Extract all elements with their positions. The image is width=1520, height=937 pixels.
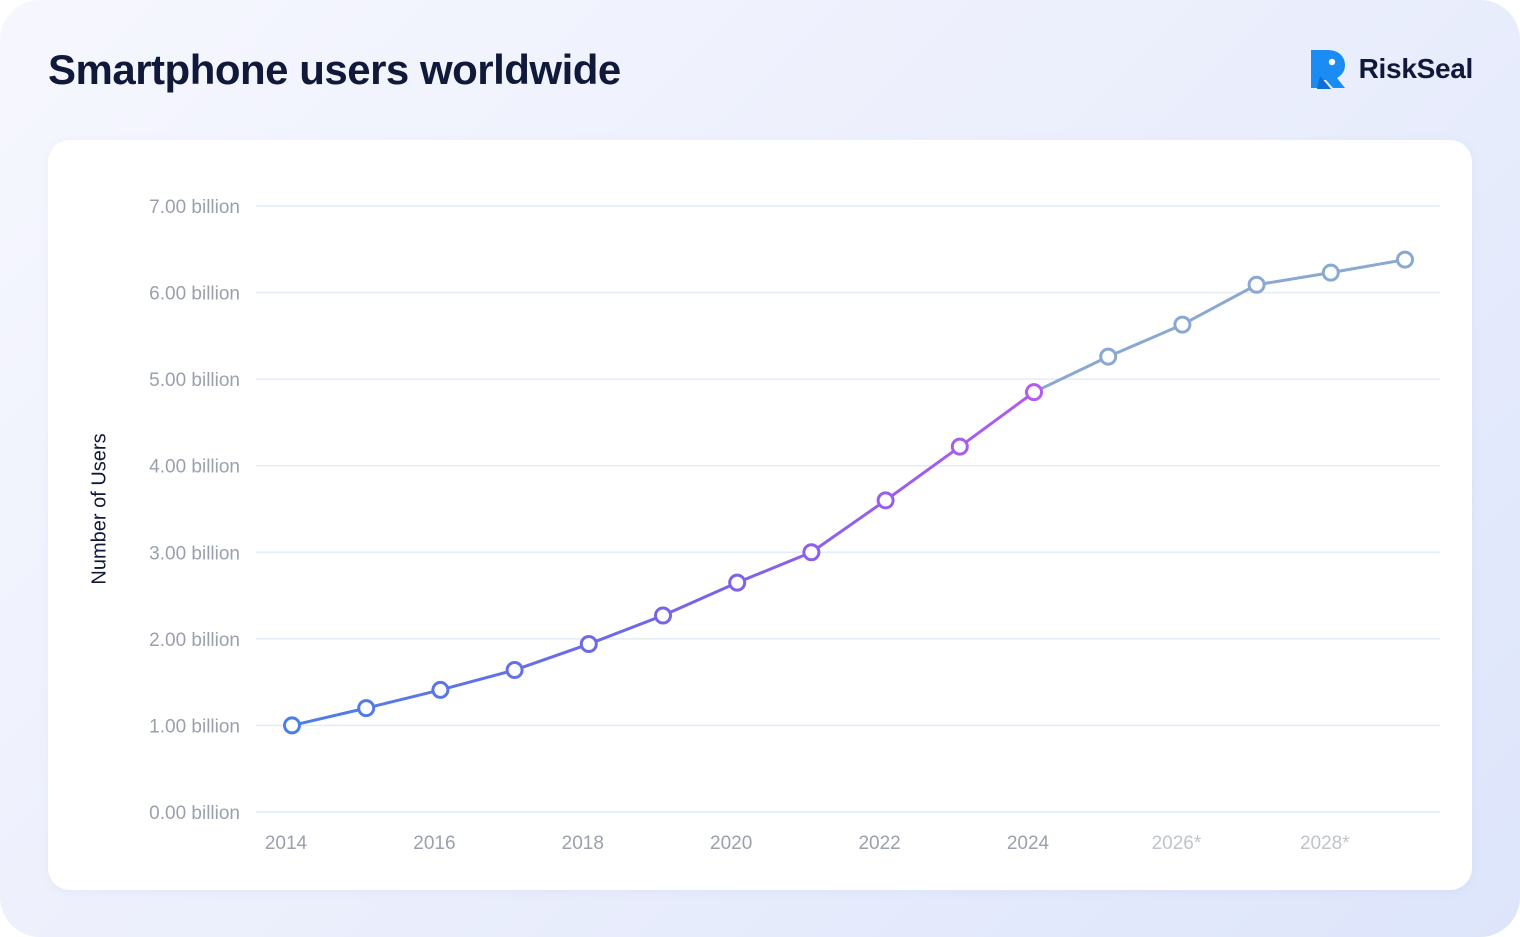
data-point (431, 680, 450, 699)
x-tick-label: 2028* (1300, 833, 1350, 854)
x-tick-label: 2026* (1152, 833, 1202, 854)
data-point (1099, 347, 1118, 366)
y-axis-label: Number of Users (88, 433, 111, 585)
series-line-historical (290, 390, 1036, 727)
x-tick-label: 2024 (1007, 833, 1050, 854)
y-tick-label: 3.00 billion (149, 543, 240, 564)
x-tick-label: 2014 (265, 833, 308, 854)
x-tick-label: 2022 (858, 833, 900, 854)
y-tick-label: 5.00 billion (149, 370, 240, 391)
data-point (1173, 315, 1192, 334)
brand-name: RiskSeal (1358, 53, 1474, 84)
line-chart: 0.00 billion 1.00 billion 2.00 billion 3.00… (149, 197, 1440, 854)
x-tick-label: 2020 (710, 833, 752, 854)
data-point (654, 606, 672, 625)
data-point (505, 661, 524, 680)
y-tick-label: 4.00 billion (149, 457, 240, 478)
y-tick-label: 7.00 billion (149, 197, 240, 218)
y-tick-label: 6.00 billion (149, 284, 240, 305)
chart-card: 0.00 billion 1.00 billion 2.00 billion 3.00… (48, 140, 1472, 890)
page-title: Smartphone users worldwide (48, 46, 621, 93)
data-point (728, 573, 747, 592)
y-tick-label: 1.00 billion (149, 716, 240, 737)
data-point (1025, 383, 1043, 402)
data-point (876, 491, 895, 510)
data-point (1321, 263, 1340, 282)
data-point (1396, 250, 1414, 269)
data-point (357, 699, 376, 718)
brand: RiskSeal (1307, 48, 1473, 90)
data-point (802, 543, 821, 562)
riskseal-logo-icon (1310, 50, 1345, 89)
data-point (950, 437, 969, 456)
data-point (1247, 275, 1266, 294)
y-tick-label: 2.00 billion (149, 630, 240, 651)
x-tick-label: 2018 (562, 833, 604, 854)
data-point (579, 635, 598, 654)
series-line-forecast (1032, 258, 1407, 394)
data-point (283, 716, 301, 735)
y-tick-label: 0.00 billion (149, 803, 240, 824)
x-tick-label: 2016 (413, 833, 455, 854)
